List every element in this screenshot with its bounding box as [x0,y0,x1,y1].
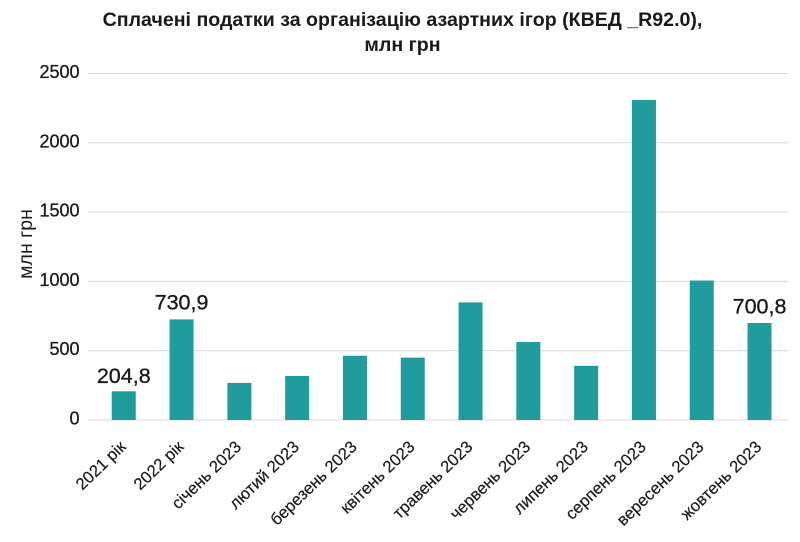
svg-text:730,9: 730,9 [155,291,209,315]
svg-text:млн грн: млн грн [364,34,440,56]
svg-text:1000: 1000 [39,270,79,290]
svg-text:1500: 1500 [39,201,79,221]
svg-text:2500: 2500 [39,62,79,82]
svg-text:500: 500 [49,339,79,359]
svg-text:0: 0 [69,409,79,429]
svg-text:2000: 2000 [39,131,79,151]
svg-text:700,8: 700,8 [733,295,787,319]
svg-text:млн грн: млн грн [15,209,37,279]
svg-text:Сплачені податки за організаці: Сплачені податки за організацію азартних… [103,9,703,31]
svg-text:204,8: 204,8 [97,364,151,388]
